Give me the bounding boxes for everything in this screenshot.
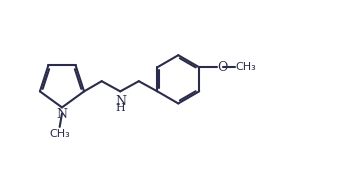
- Text: N: N: [115, 95, 126, 108]
- Text: CH₃: CH₃: [235, 62, 256, 72]
- Text: O: O: [217, 61, 227, 74]
- Text: N: N: [57, 108, 68, 121]
- Text: H: H: [116, 103, 126, 114]
- Text: CH₃: CH₃: [49, 129, 70, 139]
